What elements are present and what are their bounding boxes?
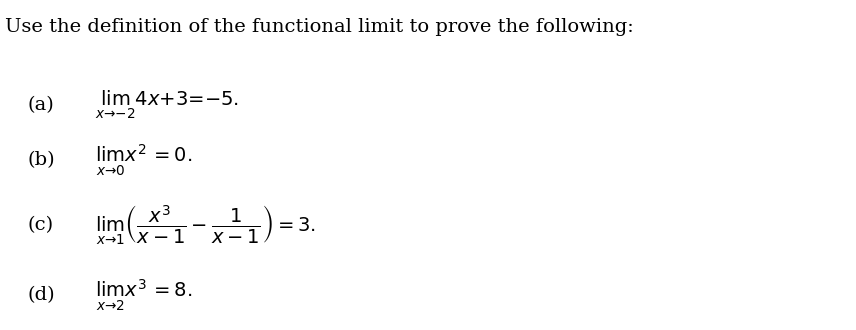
- Text: (b): (b): [28, 151, 56, 169]
- Text: $\lim_{x \to 0} x^2 = 0.$: $\lim_{x \to 0} x^2 = 0.$: [95, 142, 192, 178]
- Text: (c): (c): [28, 216, 54, 234]
- Text: $\lim_{x \to 2} x^3 = 8.$: $\lim_{x \to 2} x^3 = 8.$: [95, 277, 192, 313]
- Text: (a): (a): [28, 96, 55, 114]
- Text: $\lim_{x \to -2} 4x + 3 = -5.$: $\lim_{x \to -2} 4x + 3 = -5.$: [95, 89, 239, 121]
- Text: Use the definition of the functional limit to prove the following:: Use the definition of the functional lim…: [5, 18, 633, 36]
- Text: $\lim_{x \to 1} \left( \dfrac{x^3}{x-1} - \dfrac{1}{x-1} \right) = 3.$: $\lim_{x \to 1} \left( \dfrac{x^3}{x-1} …: [95, 203, 316, 247]
- Text: (d): (d): [28, 286, 56, 304]
